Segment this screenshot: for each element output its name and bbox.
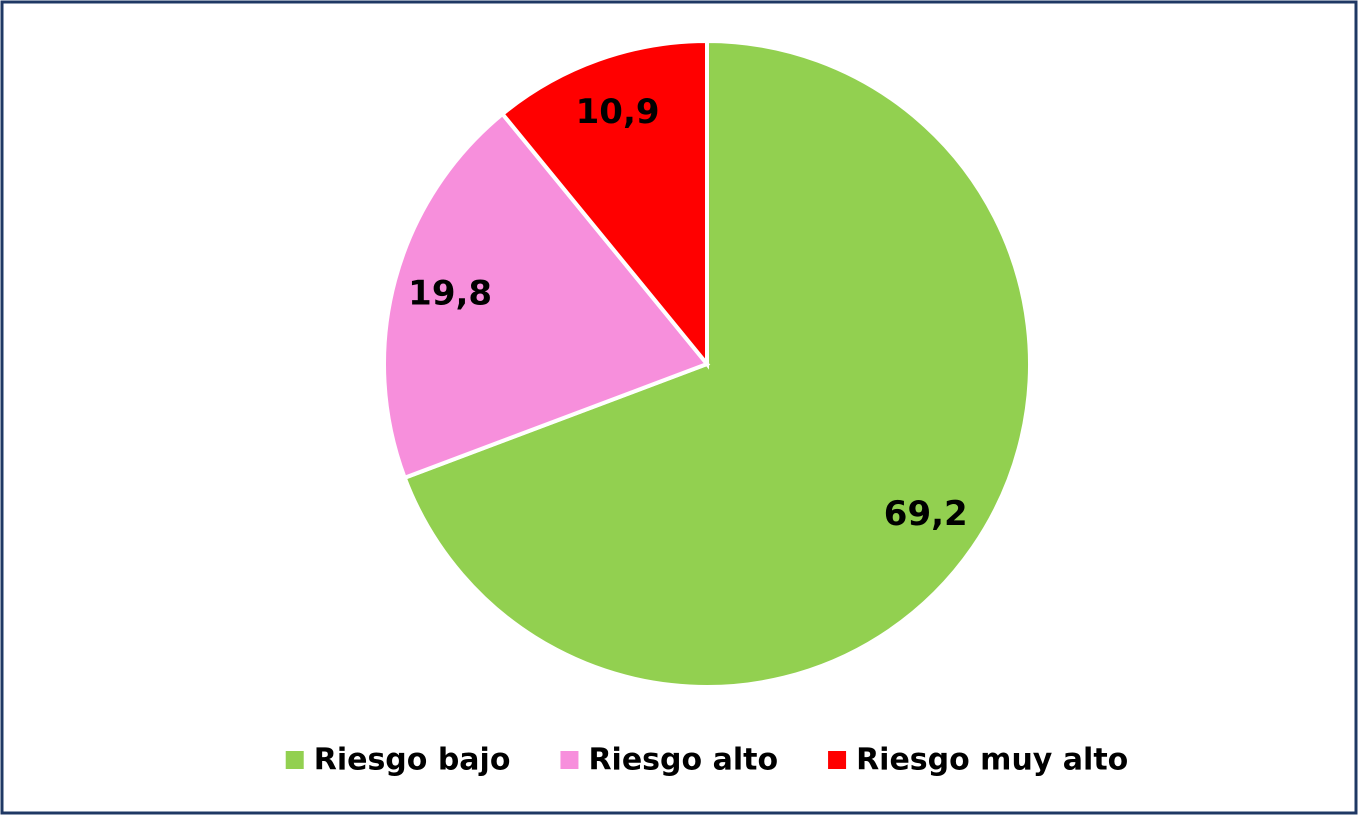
legend-swatch (560, 751, 579, 769)
legend-label: Riesgo alto (588, 743, 778, 778)
pie-slice (499, 38, 709, 370)
data-label: 10,9 (576, 92, 660, 132)
data-label: 69,2 (884, 494, 968, 534)
pie-slice (402, 38, 1032, 689)
legend-label: Riesgo muy alto (856, 743, 1128, 778)
pie-slice (382, 111, 711, 481)
legend-label: Riesgo bajo (314, 743, 511, 778)
legend-swatch (285, 751, 304, 769)
legend-swatch (828, 751, 847, 769)
data-label: 19,8 (408, 273, 492, 313)
